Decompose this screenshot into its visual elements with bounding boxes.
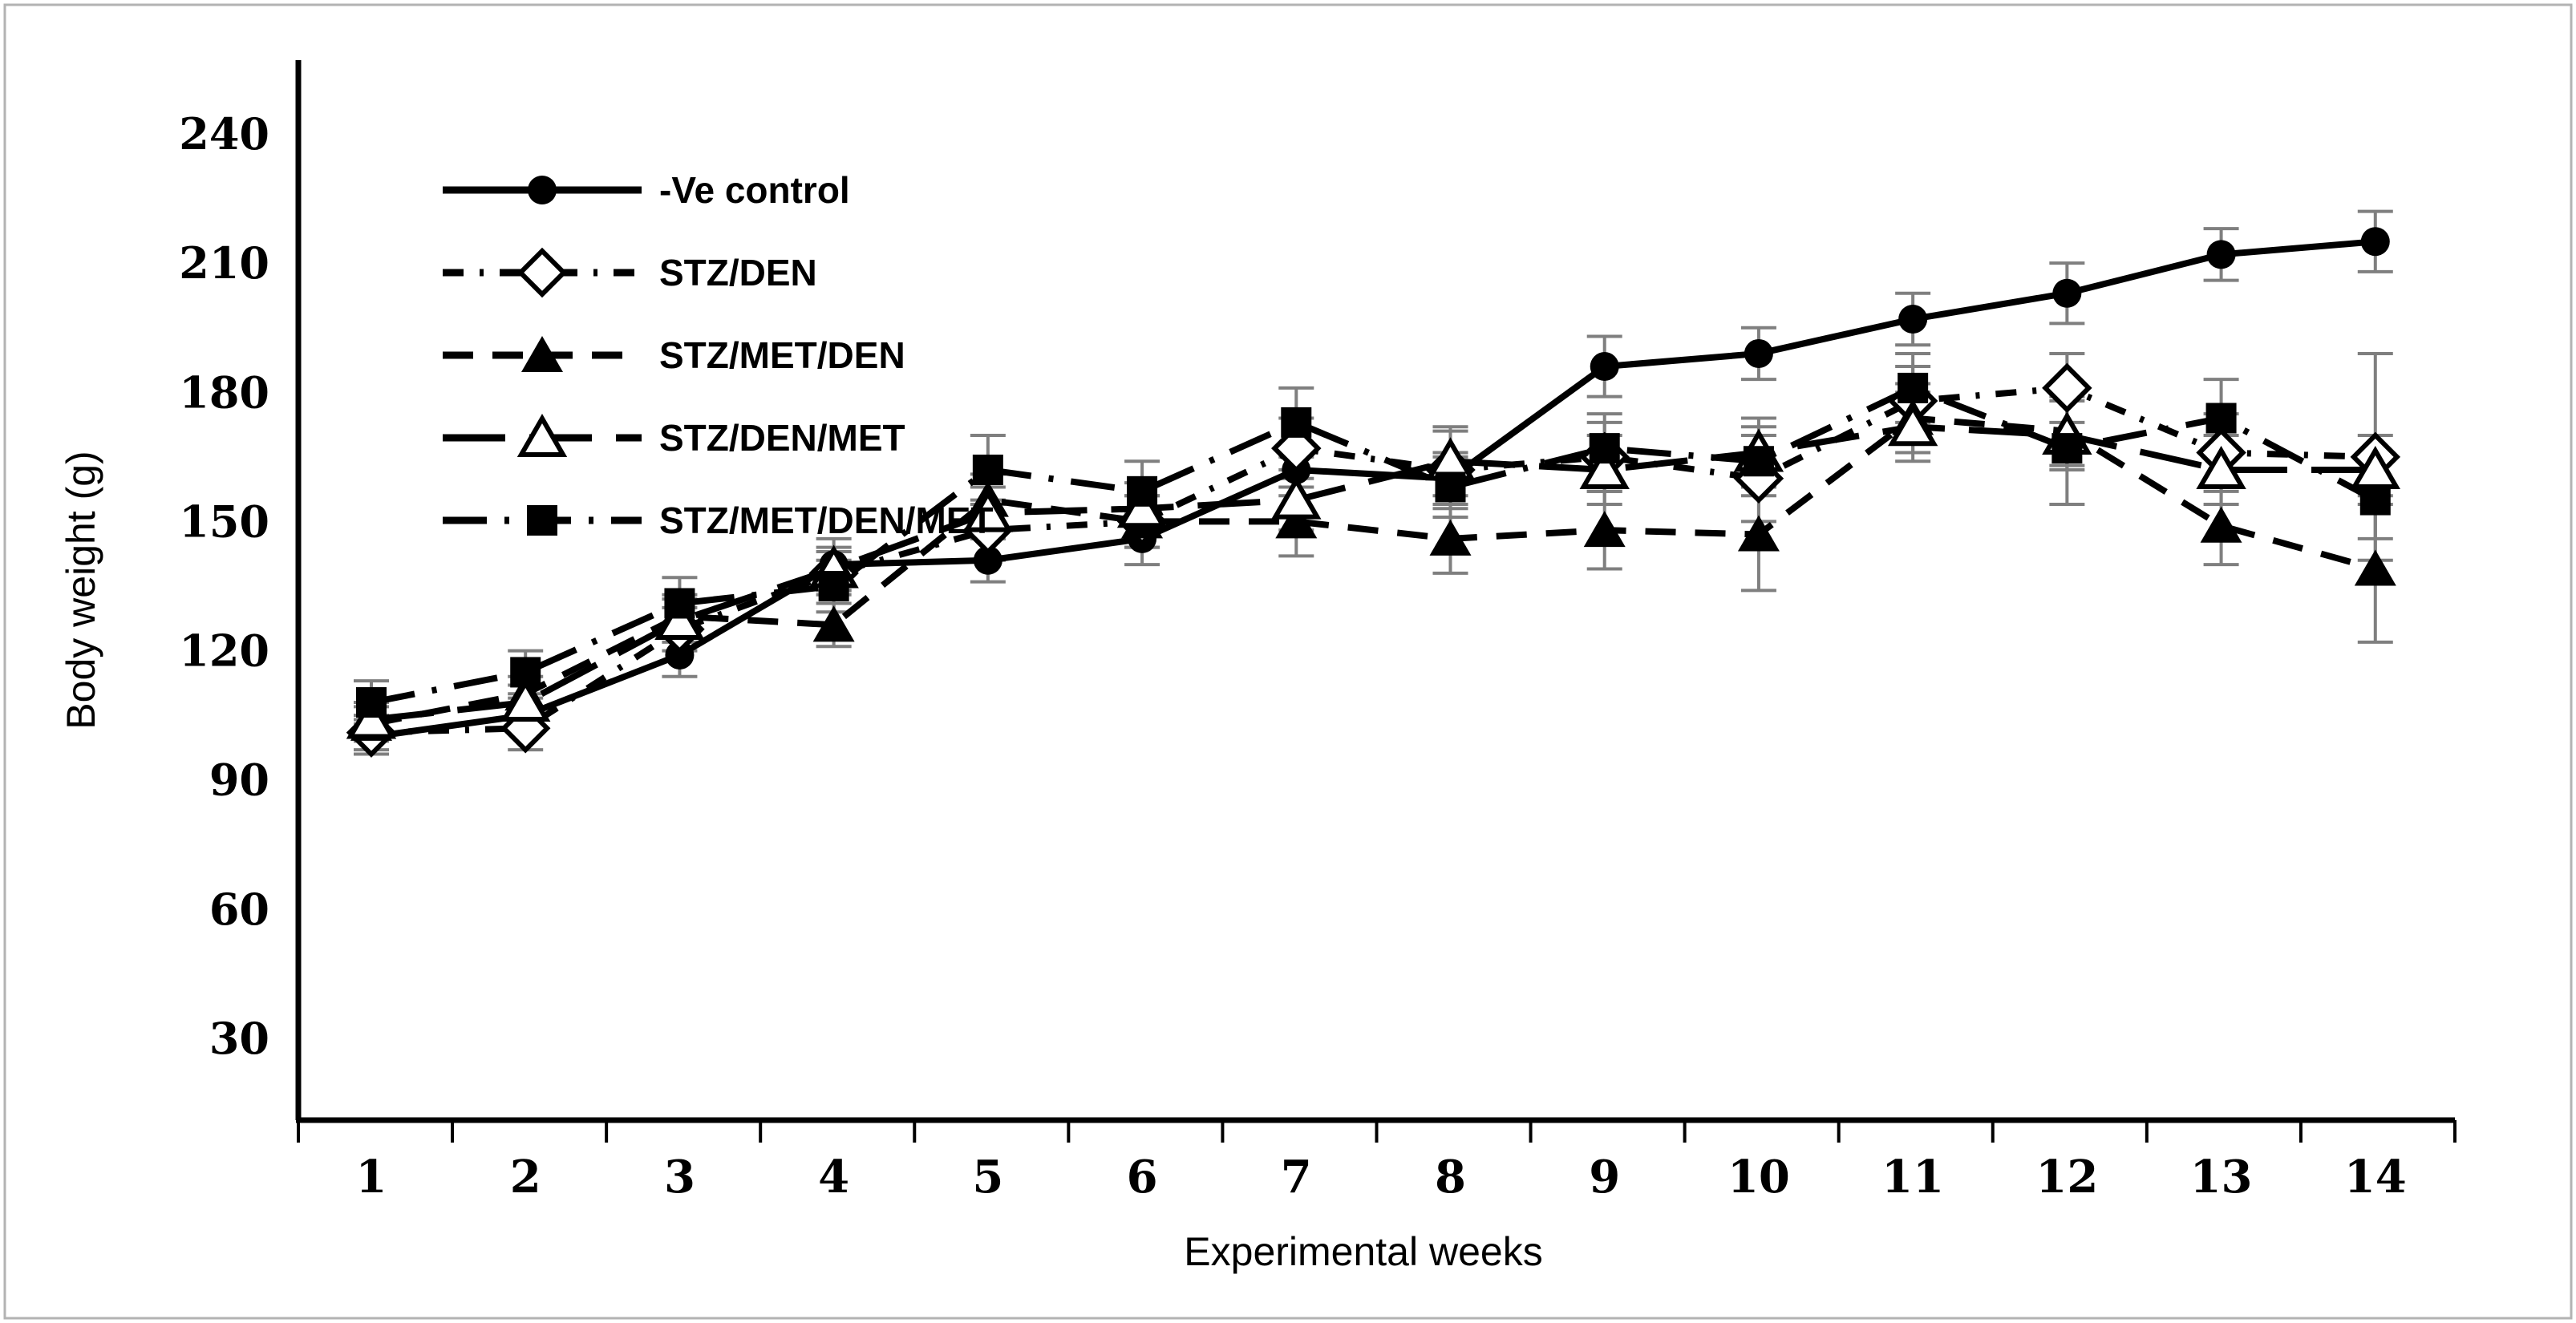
x-tick-labels: 1 2 3 4 5 6 7 8 9 10 11 12 13 14 xyxy=(356,1151,2407,1204)
marker-stz-den-met-w11 xyxy=(1887,403,1938,447)
legend-marker-ve-control xyxy=(528,176,557,204)
marker-stz-met-den-met-w2 xyxy=(510,657,541,688)
x-tick-label: 2 xyxy=(510,1151,541,1204)
marker-stz-met-den-w7 xyxy=(1275,502,1318,539)
marker-ve-control-w13 xyxy=(2206,240,2236,269)
x-tick-label: 8 xyxy=(1435,1151,1466,1204)
marker-stz-met-den-met-w4 xyxy=(818,570,849,601)
legend-item-ve-control: -Ve control xyxy=(443,169,850,211)
legend-item-stz-den-met: STZ/DEN/MET xyxy=(443,414,905,459)
marker-ve-control-w12 xyxy=(2052,278,2082,308)
marker-stz-met-den-met-w12 xyxy=(2051,433,2083,464)
x-tick-label: 10 xyxy=(1727,1151,1790,1204)
marker-ve-control-w3 xyxy=(665,640,695,670)
legend-label-stz-met-den: STZ/MET/DEN xyxy=(659,334,905,376)
series-line-ve-control xyxy=(371,238,2376,740)
y-tick-label: 180 xyxy=(179,366,269,418)
marker-stz-met-den-met-w11 xyxy=(1898,372,1929,403)
marker-stz-met-den-w4 xyxy=(812,605,855,642)
marker-ve-control-w11 xyxy=(1898,304,1928,334)
series-stz-den-met xyxy=(346,403,2400,739)
legend-label-stz-met-den-met: STZ/MET/DEN/MET xyxy=(659,500,994,541)
marker-stz-met-den-met-w10 xyxy=(1743,446,1774,477)
marker-stz-met-den-met-w5 xyxy=(972,454,1003,485)
marker-stz-met-den-w9 xyxy=(1583,511,1626,548)
x-tick-label: 4 xyxy=(818,1151,849,1204)
x-tick-label: 7 xyxy=(1281,1151,1312,1204)
y-tick-label: 60 xyxy=(209,884,269,935)
axes xyxy=(295,60,2457,1143)
marker-stz-den-w12 xyxy=(2042,362,2092,414)
x-tick-label: 6 xyxy=(1127,1151,1158,1204)
marker-stz-den-met-w1 xyxy=(346,695,397,739)
marker-stz-met-den-w14 xyxy=(2354,549,2396,586)
y-tick-labels: 240 210 180 150 120 90 60 30 xyxy=(179,108,269,1064)
marker-stz-den-met-w2 xyxy=(500,678,551,722)
figure-border xyxy=(3,3,2573,1320)
marker-stz-den-met-w5 xyxy=(962,488,1014,532)
marker-stz-met-den-met-w6 xyxy=(1127,475,1158,507)
marker-stz-met-den-met-w9 xyxy=(1589,433,1620,464)
x-tick-label: 14 xyxy=(2344,1151,2407,1204)
y-tick-label: 150 xyxy=(179,496,269,547)
marker-stz-den-met-w3 xyxy=(654,596,705,640)
marker-stz-met-den-met-w7 xyxy=(1281,407,1312,438)
y-tick-label: 210 xyxy=(179,237,269,289)
x-tick-label: 13 xyxy=(2190,1151,2253,1204)
legend-label-ve-control: -Ve control xyxy=(659,169,850,211)
series-line-stz-den xyxy=(371,384,2376,736)
y-axis-title: Body weight (g) xyxy=(59,451,103,729)
legend-item-stz-met-den-met: STZ/MET/DEN/MET xyxy=(443,500,994,541)
marker-stz-den-met-w13 xyxy=(2196,445,2246,489)
legend-label-stz-den-met: STZ/DEN/MET xyxy=(659,417,905,459)
marker-stz-met-den-met-w3 xyxy=(664,588,695,619)
legend-marker-stz-den-met xyxy=(516,414,568,457)
marker-stz-den-met-w9 xyxy=(1579,445,1630,489)
y-tick-label: 120 xyxy=(179,625,269,677)
legend-label-stz-den: STZ/DEN xyxy=(659,252,817,293)
x-tick-label: 1 xyxy=(356,1151,387,1204)
x-tick-label: 11 xyxy=(1881,1151,1944,1204)
legend: -Ve control STZ/DEN STZ/MET/DEN STZ/DEN/MET… xyxy=(443,169,994,541)
x-tick-label: 12 xyxy=(2035,1151,2098,1204)
legend-item-stz-den: STZ/DEN xyxy=(443,247,817,298)
marker-stz-met-den-met-w8 xyxy=(1435,471,1466,503)
x-tick-label: 9 xyxy=(1589,1151,1620,1204)
marker-stz-met-den-met-w1 xyxy=(356,687,387,718)
series-ve-control xyxy=(357,227,2390,751)
marker-stz-met-den-met-w13 xyxy=(2205,403,2237,434)
marker-ve-control-w10 xyxy=(1744,338,1773,368)
x-axis-title: Experimental weeks xyxy=(1184,1229,1542,1274)
legend-marker-stz-met-den xyxy=(521,336,563,372)
series-stz-met-den-met xyxy=(356,372,2391,718)
marker-stz-met-den-w8 xyxy=(1429,519,1472,556)
marker-stz-den-met-w7 xyxy=(1271,475,1322,520)
series-line-stz-met-den xyxy=(371,415,2376,727)
legend-item-stz-met-den: STZ/MET/DEN xyxy=(443,334,905,376)
y-tick-label: 30 xyxy=(209,1013,269,1064)
marker-ve-control-w5 xyxy=(973,545,1002,575)
marker-stz-met-den-met-w14 xyxy=(2359,484,2391,516)
marker-stz-met-den-w10 xyxy=(1737,515,1780,552)
marker-stz-met-den-w13 xyxy=(2200,506,2242,543)
x-tick-label: 5 xyxy=(972,1151,1003,1204)
y-tick-label: 90 xyxy=(209,755,269,806)
legend-marker-stz-den xyxy=(516,247,568,298)
series-line-stz-met-den-met xyxy=(371,384,2377,706)
marker-stz-den-met-w6 xyxy=(1116,484,1168,528)
legend-marker-stz-met-den-met xyxy=(527,505,557,536)
series-line-stz-den-met xyxy=(371,423,2376,723)
y-tick-label: 240 xyxy=(179,108,269,160)
x-tick-label: 3 xyxy=(664,1151,695,1204)
marker-ve-control-w9 xyxy=(1590,352,1619,382)
marker-ve-control-w14 xyxy=(2360,227,2390,257)
